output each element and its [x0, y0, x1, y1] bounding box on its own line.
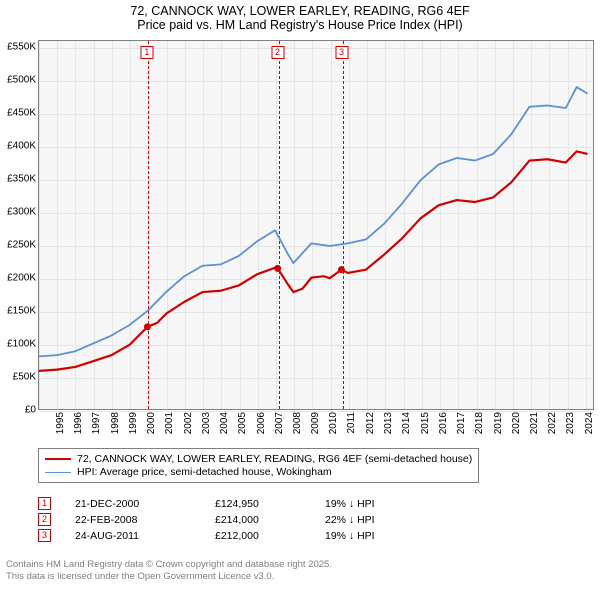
legend: 72, CANNOCK WAY, LOWER EARLEY, READING, …: [38, 448, 479, 483]
y-tick-label: £150K: [2, 305, 36, 316]
x-tick-label: 2021: [529, 412, 540, 434]
y-tick-label: £50K: [2, 371, 36, 382]
x-tick-label: 2016: [438, 412, 449, 434]
x-tick-label: 2008: [292, 412, 303, 434]
legend-label: HPI: Average price, semi-detached house,…: [77, 466, 332, 478]
x-tick-label: 2023: [565, 412, 576, 434]
x-tick-label: 2001: [164, 412, 175, 434]
x-tick-label: 2000: [146, 412, 157, 434]
y-tick-label: £300K: [2, 206, 36, 217]
x-tick-label: 1998: [109, 412, 120, 434]
x-tick-label: 2004: [219, 412, 230, 434]
sale-index-box: 3: [38, 529, 51, 542]
x-tick-label: 2005: [237, 412, 248, 434]
x-tick-label: 2006: [255, 412, 266, 434]
x-tick-label: 2003: [201, 412, 212, 434]
x-tick-label: 1995: [55, 412, 66, 434]
title-block: 72, CANNOCK WAY, LOWER EARLEY, READING, …: [0, 0, 600, 34]
sale-date: 21-DEC-2000: [75, 498, 215, 510]
x-tick-label: 1996: [73, 412, 84, 434]
sale-marker-box: 3: [335, 46, 348, 59]
table-row: 2 22-FEB-2008 £214,000 22% ↓ HPI: [38, 513, 435, 526]
x-tick-label: 2024: [583, 412, 594, 434]
sale-price: £212,000: [215, 530, 325, 542]
sale-delta-hpi: 22% ↓ HPI: [325, 514, 435, 526]
x-tick-label: 2002: [182, 412, 193, 434]
line-series-svg: [39, 41, 593, 409]
sale-marker-box: 2: [271, 46, 284, 59]
chart-container: 72, CANNOCK WAY, LOWER EARLEY, READING, …: [0, 0, 600, 590]
sale-date: 22-FEB-2008: [75, 514, 215, 526]
x-tick-label: 2009: [310, 412, 321, 434]
x-tick-label: 1999: [128, 412, 139, 434]
y-tick-label: £200K: [2, 272, 36, 283]
y-tick-label: £350K: [2, 173, 36, 184]
attribution-footer: Contains HM Land Registry data © Crown c…: [6, 559, 332, 583]
x-tick-label: 2014: [401, 412, 412, 434]
x-tick-label: 2015: [419, 412, 430, 434]
x-tick-label: 2011: [346, 412, 357, 434]
x-tick-label: 2010: [328, 412, 339, 434]
x-tick-label: 2018: [474, 412, 485, 434]
x-tick-label: 2007: [274, 412, 285, 434]
x-tick-label: 2017: [456, 412, 467, 434]
x-tick-label: 1997: [91, 412, 102, 434]
plot-area: [38, 40, 594, 410]
sale-index-box: 1: [38, 497, 51, 510]
footer-line-1: Contains HM Land Registry data © Crown c…: [6, 559, 332, 571]
legend-label: 72, CANNOCK WAY, LOWER EARLEY, READING, …: [77, 453, 472, 465]
x-tick-label: 2013: [383, 412, 394, 434]
legend-swatch: [45, 458, 71, 460]
table-row: 1 21-DEC-2000 £124,950 19% ↓ HPI: [38, 497, 435, 510]
y-tick-label: £450K: [2, 107, 36, 118]
y-tick-label: £250K: [2, 239, 36, 250]
sales-table: 1 21-DEC-2000 £124,950 19% ↓ HPI 2 22-FE…: [38, 494, 435, 545]
footer-line-2: This data is licensed under the Open Gov…: [6, 571, 332, 583]
sale-index-box: 2: [38, 513, 51, 526]
sale-delta-hpi: 19% ↓ HPI: [325, 530, 435, 542]
x-tick-label: 2022: [547, 412, 558, 434]
sale-delta-hpi: 19% ↓ HPI: [325, 498, 435, 510]
legend-item: HPI: Average price, semi-detached house,…: [45, 466, 472, 478]
x-tick-label: 2020: [510, 412, 521, 434]
sale-marker-box: 1: [140, 46, 153, 59]
y-tick-label: £0: [2, 405, 36, 416]
sale-price: £124,950: [215, 498, 325, 510]
legend-item: 72, CANNOCK WAY, LOWER EARLEY, READING, …: [45, 453, 472, 465]
title-line-1: 72, CANNOCK WAY, LOWER EARLEY, READING, …: [0, 4, 600, 18]
table-row: 3 24-AUG-2011 £212,000 19% ↓ HPI: [38, 529, 435, 542]
sale-date: 24-AUG-2011: [75, 530, 215, 542]
y-tick-label: £400K: [2, 140, 36, 151]
y-tick-label: £500K: [2, 74, 36, 85]
x-tick-label: 2019: [492, 412, 503, 434]
x-tick-label: 2012: [365, 412, 376, 434]
y-tick-label: £550K: [2, 41, 36, 52]
title-line-2: Price paid vs. HM Land Registry's House …: [0, 18, 600, 32]
y-tick-label: £100K: [2, 338, 36, 349]
legend-swatch: [45, 472, 71, 473]
sale-price: £214,000: [215, 514, 325, 526]
